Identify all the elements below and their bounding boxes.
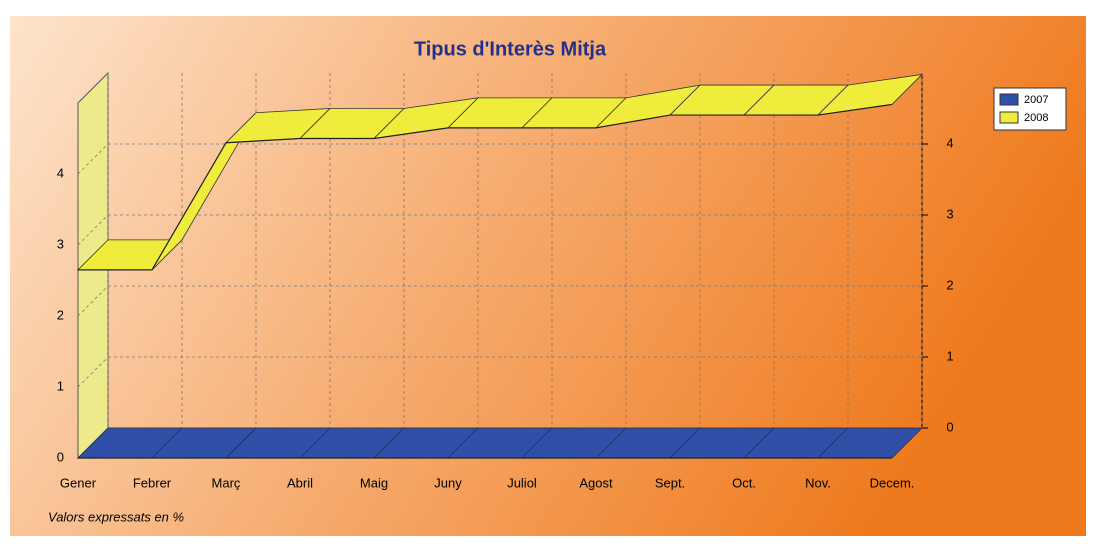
x-tick-label: Sept.	[655, 475, 685, 490]
grid-line	[77, 214, 109, 246]
y-tick-label: 3	[57, 236, 64, 251]
y-tick-label-right: 0	[946, 419, 953, 434]
legend-swatch	[999, 111, 1019, 124]
x-tick-label: Abril	[287, 475, 313, 490]
line	[78, 103, 893, 271]
y-tick-label: 1	[57, 378, 64, 393]
y-tick-label: 2	[57, 307, 64, 322]
y-tick-label: 0	[57, 449, 64, 464]
grid-line	[77, 285, 109, 317]
x-tick-label: Agost	[579, 475, 613, 490]
x-tick-label: Febrer	[133, 475, 172, 490]
grid-line	[77, 356, 109, 388]
x-tick-label: Juny	[434, 475, 462, 490]
y-tick-label-right: 2	[946, 277, 953, 292]
x-tick-label: Juliol	[507, 475, 537, 490]
y-tick-label-right: 1	[946, 348, 953, 363]
chart-title: Tipus d'Interès Mitja	[414, 38, 607, 60]
legend-label: 2007	[1024, 94, 1048, 106]
note: Valors expressats en %	[48, 509, 184, 524]
y-tick-label-right: 4	[946, 135, 953, 150]
x-tick-label: Nov.	[805, 475, 831, 490]
x-tick-label: Decem.	[870, 475, 915, 490]
x-tick-label: Oct.	[732, 475, 756, 490]
grid-line	[77, 143, 109, 175]
x-tick-label: Març	[212, 475, 241, 490]
legend-swatch	[999, 93, 1019, 106]
y-tick-label: 4	[57, 165, 64, 180]
y-tick-label-right: 3	[946, 206, 953, 221]
x-tick-label: Maig	[360, 475, 388, 490]
x-tick-label: Gener	[60, 475, 97, 490]
legend-label: 2008	[1024, 112, 1048, 124]
